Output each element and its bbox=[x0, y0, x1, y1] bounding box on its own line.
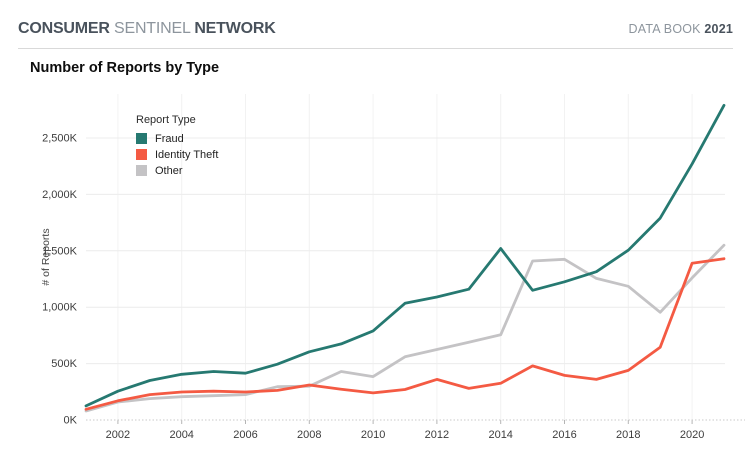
databook-label: DATA BOOK bbox=[628, 22, 701, 36]
edition-label: DATA BOOK 2021 bbox=[629, 22, 733, 36]
y-tick-label: 2,000K bbox=[42, 189, 78, 201]
header-bar: CONSUMER SENTINEL NETWORK DATA BOOK 2021 bbox=[18, 16, 733, 42]
x-tick-label: 2014 bbox=[488, 429, 512, 441]
legend-label-fraud: Fraud bbox=[155, 132, 184, 145]
legend-item-identity-theft: Identity Theft bbox=[136, 148, 219, 161]
y-tick-label: 0K bbox=[64, 415, 78, 427]
x-tick-label: 2012 bbox=[425, 429, 449, 441]
series-line-identity-theft bbox=[84, 257, 726, 411]
brand-word-network: NETWORK bbox=[194, 20, 276, 37]
legend-item-fraud: Fraud bbox=[136, 132, 218, 145]
legend-label-other: Other bbox=[155, 164, 183, 177]
y-tick-label: 500K bbox=[51, 358, 77, 370]
databook-year: 2021 bbox=[704, 22, 733, 36]
y-axis-title: # of Reports bbox=[40, 228, 52, 286]
legend-label-identity-theft: Identity Theft bbox=[155, 148, 219, 161]
x-tick-label: 2010 bbox=[361, 429, 385, 441]
brand-word-consumer: CONSUMER bbox=[18, 20, 110, 37]
x-tick-label: 2004 bbox=[169, 429, 193, 441]
legend-swatch-fraud bbox=[136, 133, 147, 144]
brand-word-sentinel: SENTINEL bbox=[114, 20, 191, 37]
series-line-fraud bbox=[84, 103, 726, 408]
series-line-other bbox=[84, 243, 726, 413]
y-tick-label: 1,000K bbox=[42, 302, 78, 314]
brand-title: CONSUMER SENTINEL NETWORK bbox=[18, 20, 276, 38]
legend-item-other: Other bbox=[136, 164, 218, 177]
y-tick-label: 1,500K bbox=[42, 245, 78, 257]
header-divider bbox=[18, 48, 733, 49]
legend-swatch-other bbox=[136, 165, 147, 176]
x-tick-label: 2020 bbox=[680, 429, 704, 441]
legend: Report Type Fraud Identity Theft Other bbox=[136, 114, 218, 181]
x-tick-label: 2008 bbox=[297, 429, 321, 441]
x-tick-label: 2018 bbox=[616, 429, 640, 441]
y-tick-label: 2,500K bbox=[42, 133, 78, 145]
x-tick-label: 2016 bbox=[552, 429, 576, 441]
chart-title: Number of Reports by Type bbox=[30, 60, 220, 76]
x-tick-label: 2006 bbox=[233, 429, 257, 441]
legend-swatch-identity-theft bbox=[136, 149, 147, 160]
legend-title: Report Type bbox=[136, 114, 196, 126]
x-tick-label: 2002 bbox=[106, 429, 130, 441]
